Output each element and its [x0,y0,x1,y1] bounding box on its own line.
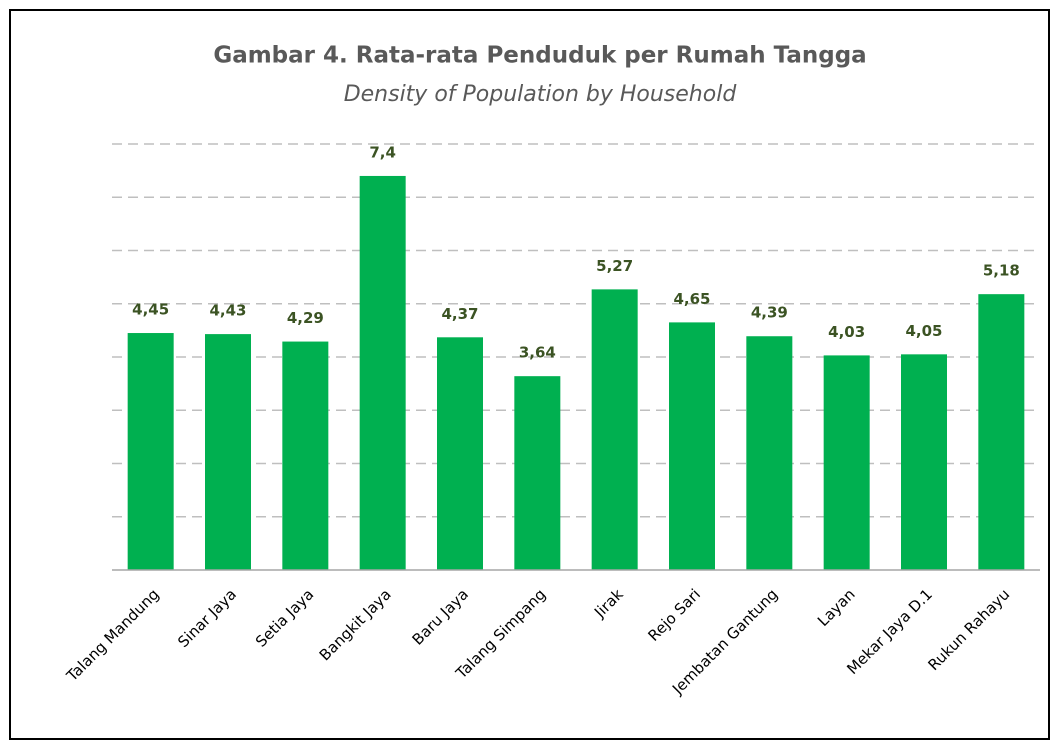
chart-border [9,9,1050,740]
data-label: 5,18 [983,262,1020,280]
data-label: 4,05 [905,322,942,340]
bar [669,322,715,570]
data-label: 4,37 [441,305,478,323]
bar [359,175,406,570]
data-label: 5,27 [596,257,633,275]
bar [514,376,561,570]
data-label: 4,43 [209,302,246,320]
data-label: 4,45 [132,301,169,319]
bar [205,334,251,570]
data-label: 3,64 [519,344,556,362]
data-label: 4,03 [828,323,865,341]
bar [591,289,638,570]
bar [746,336,793,570]
bar [127,333,174,570]
data-label: 4,65 [673,290,710,308]
data-label: 7,4 [369,143,396,161]
bar [437,337,483,570]
bar [978,294,1025,570]
bar [823,355,870,570]
data-label: 4,39 [751,304,788,322]
bar [901,354,947,570]
chart-subtitle: Density of Population by Household [344,82,738,107]
data-label: 4,29 [287,309,324,327]
chart-title: Gambar 4. Rata-rata Penduduk per Rumah T… [213,43,866,69]
bar [282,341,329,570]
